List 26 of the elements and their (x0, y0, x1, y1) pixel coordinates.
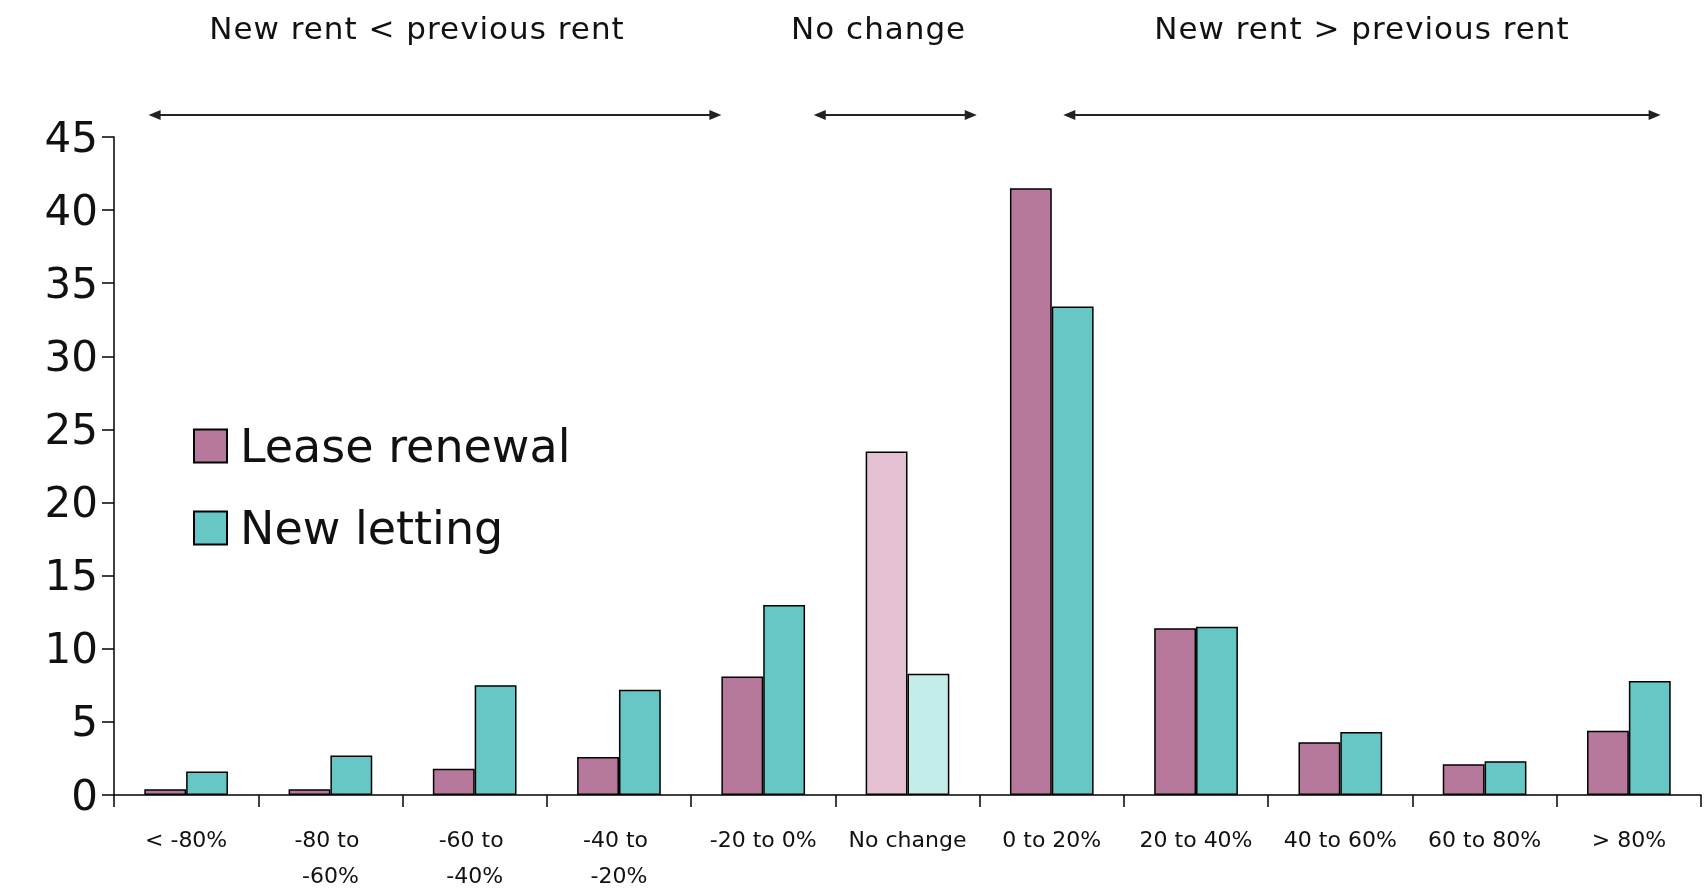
y-tick-label: 20 (44, 478, 98, 528)
legend-label: Lease renewal (240, 419, 571, 473)
x-tick-label: 60 to 80% (1428, 826, 1542, 852)
y-tick-label: 30 (44, 331, 98, 381)
x-tick-label: -60 to -40% (438, 826, 511, 888)
x-tick-label: 20 to 40% (1139, 826, 1253, 852)
x-tick-label: 40 to 60% (1283, 826, 1397, 852)
x-tick-label: -80 to -60% (294, 826, 367, 888)
x-tick-label: 0 to 20% (1002, 826, 1102, 852)
y-tick-label: 45 (44, 112, 98, 162)
y-tick-label: 35 (44, 258, 98, 308)
y-tick-label: 0 (71, 770, 98, 820)
y-tick-label: 40 (44, 185, 98, 235)
y-tick-label: 5 (71, 697, 98, 747)
y-tick-label: 25 (44, 404, 98, 454)
legend-label: New letting (240, 501, 504, 555)
x-tick-label: No change (848, 826, 967, 852)
text: New rent > previous rent (1154, 10, 1570, 46)
x-tick-label: > 80% (1591, 826, 1667, 852)
text: No change (791, 10, 967, 46)
y-tick-label: 10 (44, 624, 98, 674)
y-tick-label: 15 (44, 551, 98, 601)
x-tick-label: -40 to -20% (582, 826, 655, 888)
x-tick-label: < -80% (145, 826, 228, 852)
x-tick-label: -20 to 0% (709, 826, 817, 852)
text: New rent < previous rent (209, 10, 625, 46)
